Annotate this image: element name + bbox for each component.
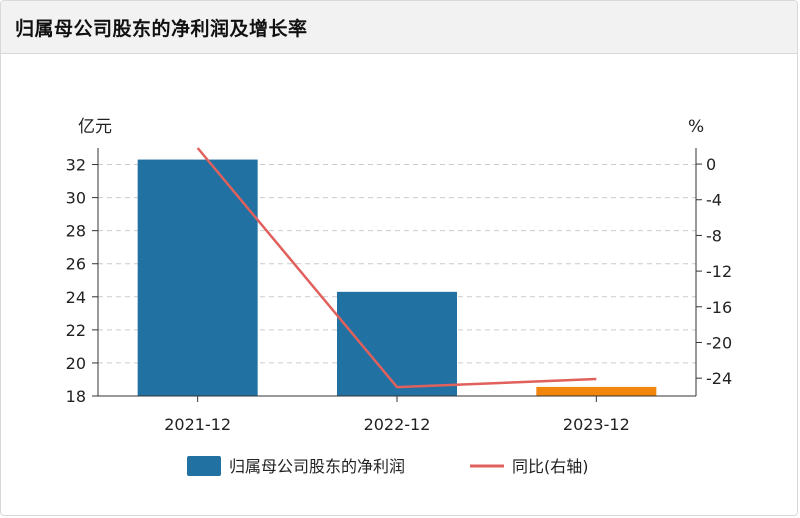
legend-label-bar: 归属母公司股东的净利润 bbox=[229, 457, 405, 476]
x-tick-label: 2023-12 bbox=[563, 415, 630, 434]
bar bbox=[137, 159, 258, 396]
left-tick-label: 26 bbox=[66, 255, 86, 274]
right-tick-label: -16 bbox=[706, 298, 732, 317]
left-axis-unit: 亿元 bbox=[78, 117, 112, 137]
right-axis-unit: % bbox=[688, 117, 704, 137]
x-tick-label: 2021-12 bbox=[164, 415, 231, 434]
left-tick-label: 30 bbox=[66, 189, 86, 208]
legend-swatch-bar bbox=[187, 456, 221, 476]
left-tick-label: 22 bbox=[66, 321, 86, 340]
series-line bbox=[196, 147, 597, 389]
right-tick-label: 0 bbox=[706, 155, 716, 174]
legend-label-line: 同比(右轴) bbox=[512, 457, 589, 476]
panel-title: 归属母公司股东的净利润及增长率 bbox=[15, 18, 308, 40]
left-tick-label: 20 bbox=[66, 354, 86, 373]
right-tick-label: -8 bbox=[706, 226, 722, 245]
right-tick-label: -20 bbox=[706, 333, 732, 352]
left-tick-label: 18 bbox=[66, 387, 86, 406]
right-tick-label: -4 bbox=[706, 191, 722, 210]
left-tick-label: 32 bbox=[66, 156, 86, 175]
x-tick-label: 2022-12 bbox=[364, 415, 431, 434]
right-tick-label: -12 bbox=[706, 262, 732, 281]
left-tick-label: 28 bbox=[66, 222, 86, 241]
bar bbox=[536, 386, 657, 396]
panel-header: 归属母公司股东的净利润及增长率 bbox=[1, 1, 797, 54]
left-tick-label: 24 bbox=[66, 288, 86, 307]
right-tick-label: -24 bbox=[706, 369, 732, 388]
bar bbox=[337, 291, 457, 396]
